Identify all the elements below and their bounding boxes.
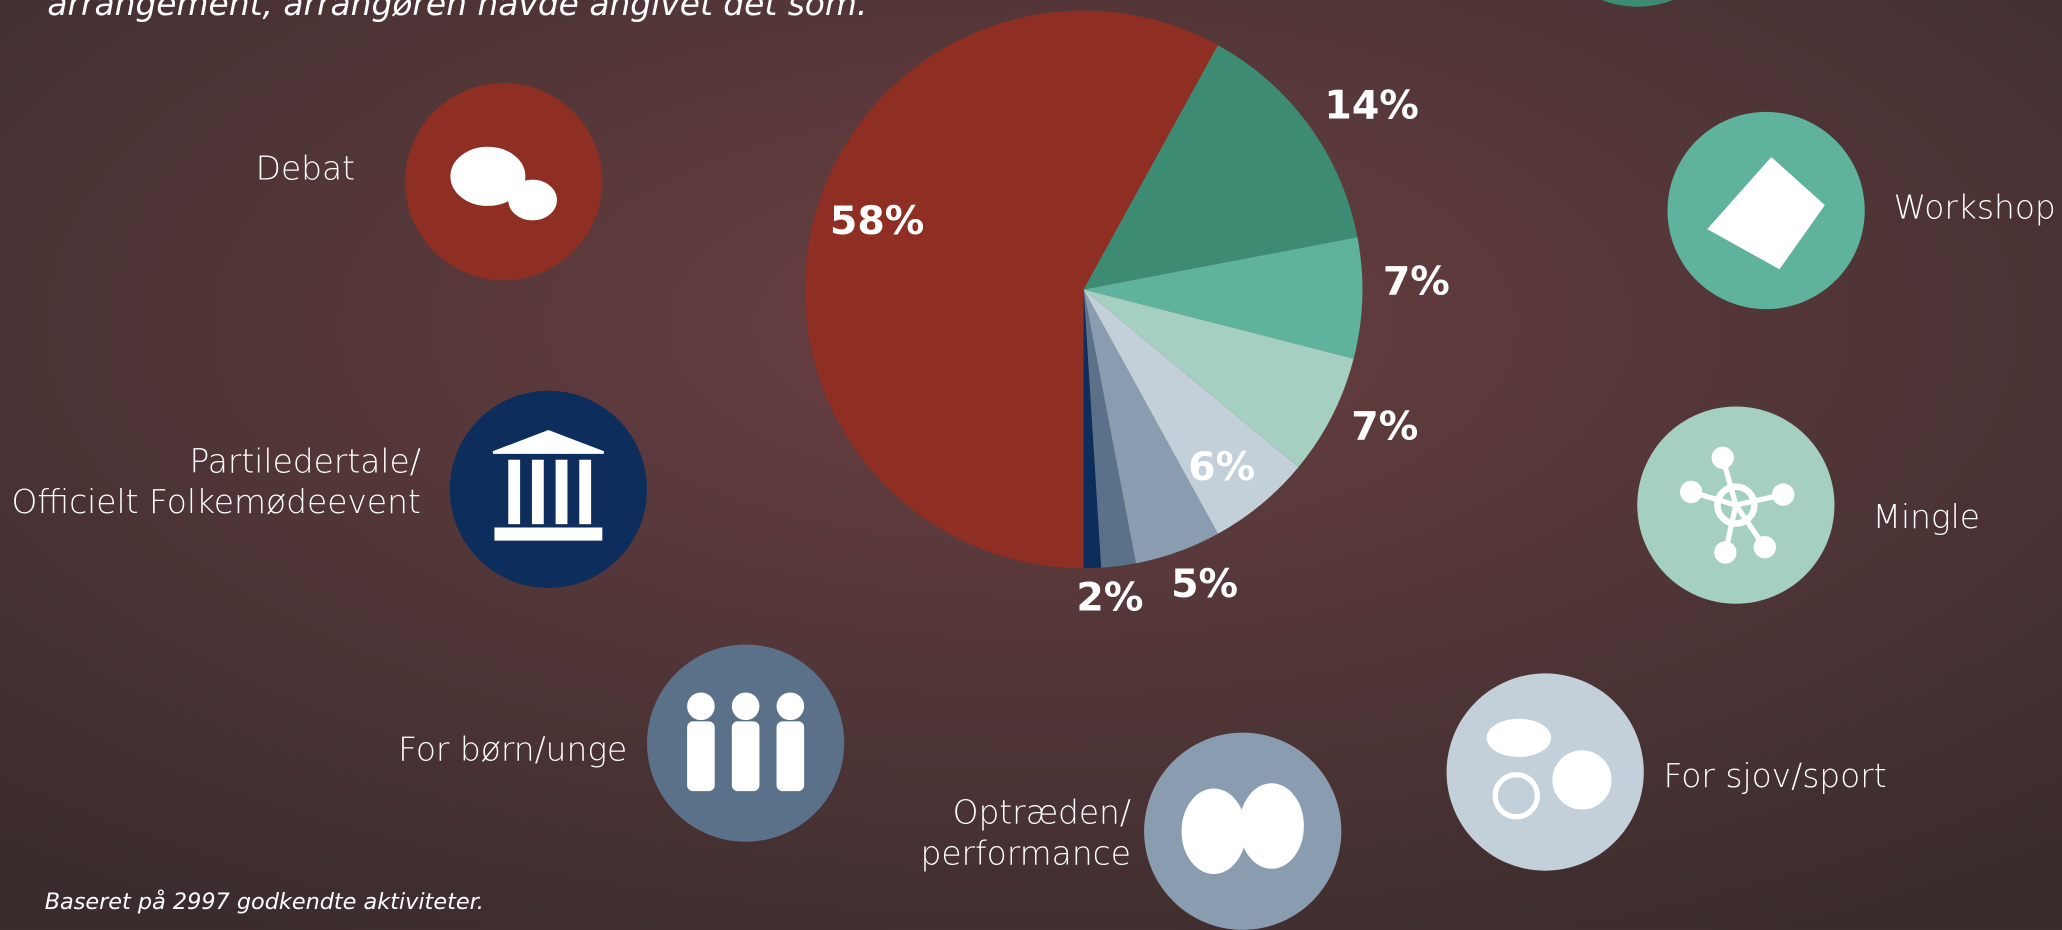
icon-glyph <box>687 692 805 792</box>
pie-slice <box>1083 237 1363 359</box>
pie-slice <box>1083 289 1354 468</box>
icon-glyph <box>1486 718 1612 820</box>
glyph <box>1772 483 1795 506</box>
glyph <box>1707 157 1825 270</box>
footnote: Baseret på 2997 godkendte aktiviteter. <box>45 887 484 915</box>
title: arrangement, arrangøren havde angivet de… <box>47 0 867 23</box>
slice-label: 58% <box>830 198 924 244</box>
glyph <box>1714 483 1758 527</box>
glyph <box>776 721 805 792</box>
glyph <box>531 459 544 525</box>
legend-icon <box>1446 673 1644 871</box>
icon-glyph <box>450 146 557 221</box>
pie-slice <box>804 10 1218 569</box>
glyph <box>1552 750 1612 810</box>
legend-label: For børn/unge <box>398 730 627 769</box>
legend-icon <box>449 390 648 588</box>
legend-label: Workshop <box>1894 188 2056 227</box>
glyph <box>450 146 526 206</box>
glyph <box>492 430 605 541</box>
slice-label: 7% <box>1383 259 1450 305</box>
glyph <box>508 459 521 525</box>
legend-icon <box>1601 0 1673 7</box>
legend-label: Debat <box>256 148 355 187</box>
icon-glyph <box>1181 783 1304 874</box>
glyph <box>1486 718 1552 757</box>
glyph <box>1239 783 1304 869</box>
glyph <box>776 692 805 721</box>
glyph <box>1181 788 1247 874</box>
glyph <box>731 721 760 792</box>
glyph <box>1711 446 1734 469</box>
glyph <box>1492 772 1540 820</box>
glyph <box>1753 536 1776 559</box>
pie-slice <box>1083 45 1358 290</box>
pie-slice <box>1083 289 1299 534</box>
slice-label: 6% <box>1188 444 1255 490</box>
pie-slice <box>1083 289 1136 568</box>
slice-label: 14% <box>1324 82 1418 128</box>
legend-label: Partiledertale/Officielt Folkemødeevent <box>11 441 420 521</box>
slice-label: 5% <box>1171 561 1238 607</box>
pie-slice <box>1083 289 1102 569</box>
glyph <box>731 692 760 721</box>
glyph <box>687 721 715 792</box>
icon-glyph <box>1707 157 1825 270</box>
pie-slice <box>1083 289 1218 564</box>
glyph <box>579 459 592 525</box>
slice-label: 2% <box>1076 574 1143 620</box>
glyph <box>508 179 557 221</box>
glyph <box>1714 541 1737 564</box>
icon-glyph <box>492 430 605 541</box>
legend-label: Mingle <box>1873 497 1980 536</box>
legend-label: Optræden/performance <box>920 792 1130 872</box>
glyph <box>687 692 715 721</box>
slice-label: 7% <box>1351 403 1418 449</box>
glyph <box>1679 480 1703 504</box>
icon-glyph <box>1679 446 1795 564</box>
glyph <box>555 459 568 525</box>
legend-label: For sjov/sport <box>1664 756 1887 795</box>
